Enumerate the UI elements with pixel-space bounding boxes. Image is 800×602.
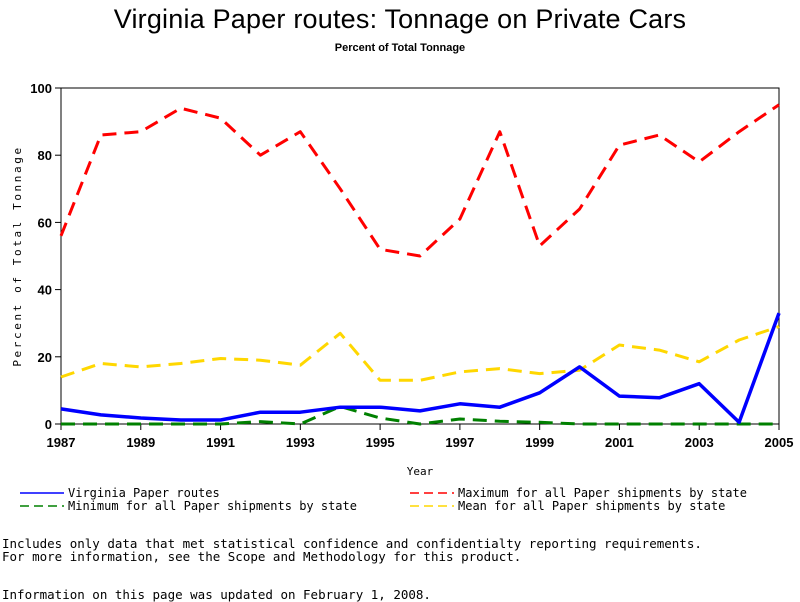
legend-item-virginia: Virginia Paper routes bbox=[20, 486, 220, 500]
x-tick-label: 1987 bbox=[47, 435, 76, 450]
x-tick-label: 1995 bbox=[366, 435, 395, 450]
y-tick-label: 100 bbox=[30, 81, 52, 96]
series-line-virginia-paper-routes bbox=[60, 312, 781, 425]
series-line-minimum-for-all-paper-shipments-by-state bbox=[61, 405, 779, 426]
line-chart: 0 20 40 60 80 100 1987 1989 1991 1993 1995 1997 1999… bbox=[11, 81, 793, 478]
y-tick-label: 40 bbox=[38, 283, 52, 298]
x-tick-label: 1989 bbox=[126, 435, 155, 450]
legend-label: Minimum for all Paper shipments by state bbox=[68, 499, 357, 513]
footnote-confidence: Includes only data that met statistical … bbox=[2, 536, 702, 551]
legend-swatch-red-dashed bbox=[410, 492, 454, 494]
legend-item-mean: Mean for all Paper shipments by state bbox=[410, 499, 725, 513]
legend-item-maximum: Maximum for all Paper shipments by state bbox=[410, 486, 747, 500]
footnote-methodology: For more information, see the Scope and … bbox=[2, 549, 522, 564]
y-tick-label: 20 bbox=[38, 350, 52, 365]
x-axis-label: Year bbox=[407, 465, 434, 478]
footnote-updated: Information on this page was updated on … bbox=[2, 587, 431, 602]
x-tick-label: 2005 bbox=[765, 435, 794, 450]
y-tick-label: 60 bbox=[38, 215, 52, 230]
x-tick-label: 2003 bbox=[685, 435, 714, 450]
legend-item-minimum: Minimum for all Paper shipments by state bbox=[20, 499, 357, 513]
chart-subtitle: Percent of Total Tonnage bbox=[334, 42, 466, 54]
series-layer bbox=[59, 103, 781, 426]
legend-swatch-blue-solid bbox=[20, 492, 64, 494]
y-axis-label: Percent of Total Tonnage bbox=[11, 145, 24, 366]
legend-swatch-yellow-dashed bbox=[410, 505, 454, 507]
legend-label: Virginia Paper routes bbox=[68, 486, 220, 500]
y-tick-label: 80 bbox=[38, 148, 52, 163]
legend: Virginia Paper routes Minimum for all Pa… bbox=[0, 486, 800, 520]
legend-label: Mean for all Paper shipments by state bbox=[458, 499, 726, 513]
x-tick-label: 1997 bbox=[445, 435, 474, 450]
x-tick-label: 1991 bbox=[206, 435, 235, 450]
chart-title: Virginia Paper routes: Tonnage on Privat… bbox=[113, 4, 687, 34]
x-tick-label: 2001 bbox=[605, 435, 634, 450]
y-tick-label: 0 bbox=[45, 417, 52, 432]
legend-label: Maximum for all Paper shipments by state bbox=[458, 486, 747, 500]
x-tick-label: 1999 bbox=[525, 435, 554, 450]
x-tick-label: 1993 bbox=[286, 435, 315, 450]
series-line-mean-for-all-paper-shipments-by-state bbox=[60, 325, 780, 382]
axes: 0 20 40 60 80 100 1987 1989 1991 1993 1995 1997 1999… bbox=[30, 81, 793, 450]
series-line-maximum-for-all-paper-shipments-by-state bbox=[59, 103, 780, 258]
legend-swatch-green-dashed bbox=[20, 505, 64, 507]
